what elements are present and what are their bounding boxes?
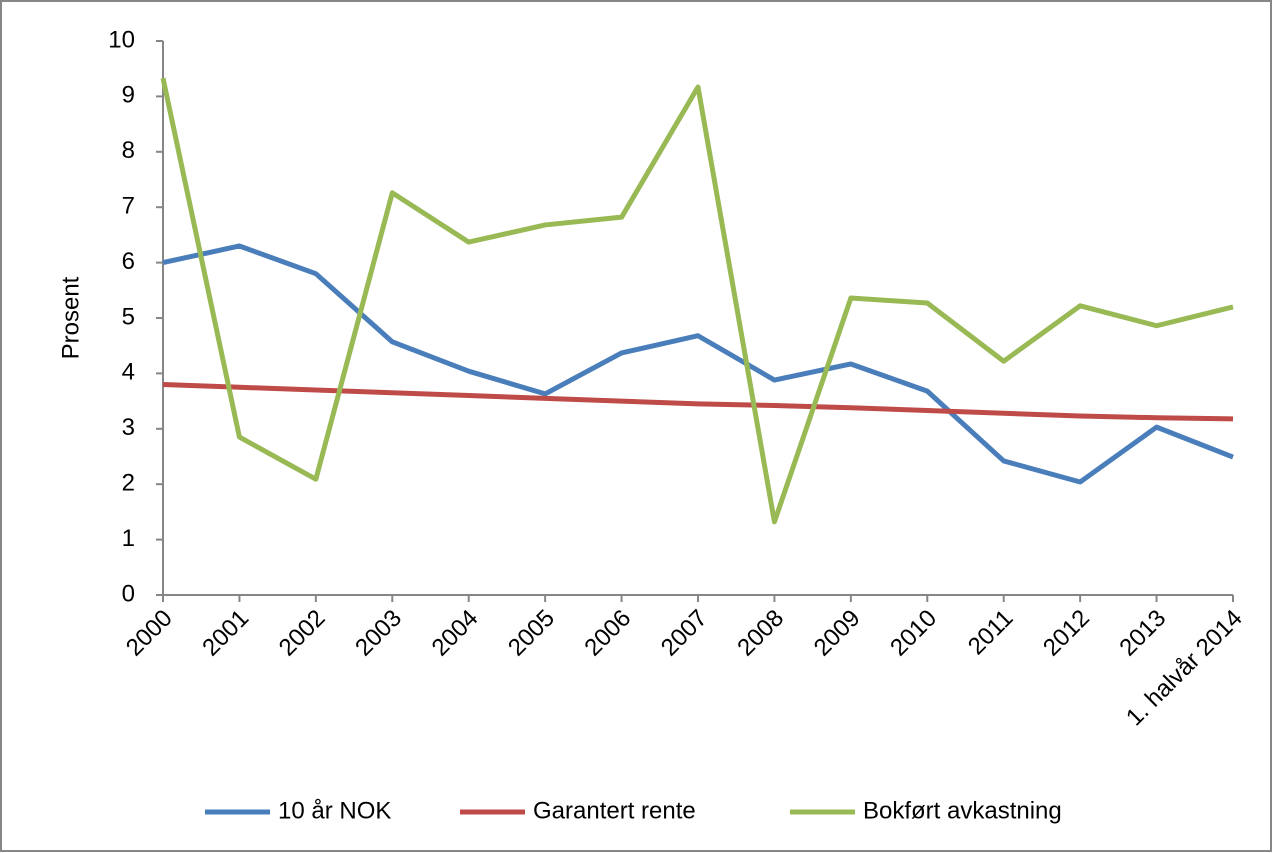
y-tick-label: 2 <box>122 470 135 497</box>
y-tick-label: 3 <box>122 414 135 441</box>
y-tick-label: 5 <box>122 303 135 330</box>
legend-label: Garantert rente <box>533 797 696 824</box>
y-axis-label: Prosent <box>57 276 84 359</box>
y-tick-label: 7 <box>122 193 135 220</box>
y-tick-label: 1 <box>122 525 135 552</box>
y-tick-label: 10 <box>108 26 135 53</box>
series-line <box>160 77 1234 525</box>
y-tick-label: 8 <box>122 137 135 164</box>
y-tick-label: 0 <box>122 580 135 607</box>
y-tick-label: 9 <box>122 82 135 109</box>
legend-label: 10 år NOK <box>278 797 391 824</box>
series-line <box>162 243 1234 485</box>
y-tick-label: 6 <box>122 248 135 275</box>
legend-label: Bokført avkastning <box>863 797 1062 824</box>
y-tick-label: 4 <box>122 359 135 386</box>
